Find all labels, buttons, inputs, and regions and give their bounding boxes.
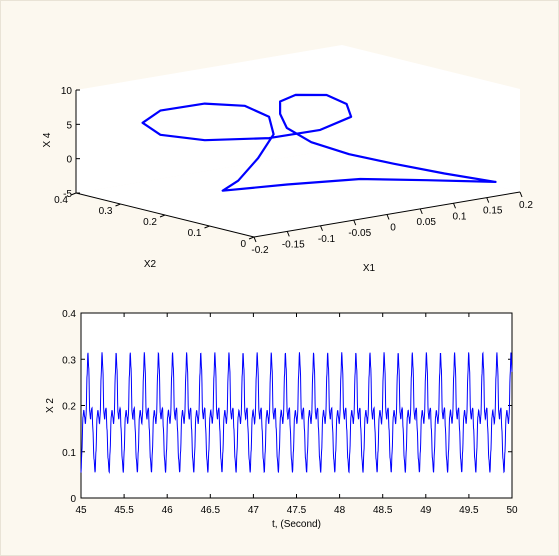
axes-floor [76, 148, 520, 237]
y-tick-label: 0.3 [99, 206, 113, 217]
x-tick-mark [453, 203, 456, 209]
axes-side-wall [342, 45, 520, 192]
y-tick-label: 0.1 [62, 448, 76, 459]
x-tick-mark [253, 236, 257, 243]
x-tick-label: 0.1 [453, 211, 467, 222]
x-tick-label: 49 [420, 505, 432, 516]
x-tick-label: 0 [390, 223, 396, 234]
x-tick-label: 46 [162, 505, 174, 516]
y-tick-label: 0.1 [188, 228, 202, 239]
y-tick-mark [115, 203, 121, 207]
x2-time-series-line [80, 351, 513, 474]
x-tick-label: 48.5 [373, 505, 393, 516]
x-tick-mark [320, 225, 323, 231]
y-tick-label: 0.2 [62, 402, 76, 413]
y-axis-label: X2 [144, 259, 157, 270]
z-axis-label: X 4 [42, 132, 53, 147]
z-tick-label: 5 [66, 120, 72, 131]
y-tick-mark [159, 214, 166, 218]
y-tick-label: 0.2 [143, 217, 157, 228]
x-tick-mark [486, 197, 490, 203]
x-tick-label: -0.2 [251, 245, 269, 256]
x-tick-label: 0.2 [519, 200, 533, 211]
x-axis-label: X1 [363, 263, 376, 274]
axes-back-wall [76, 45, 342, 193]
y-tick-label: 0.3 [62, 355, 76, 366]
plot-area [80, 312, 513, 499]
y-tick-mark [204, 225, 210, 229]
y-tick-label: 0.4 [62, 309, 76, 320]
x-tick-label: -0.05 [348, 228, 371, 239]
y-tick-label: 0 [70, 494, 76, 505]
x-tick-mark [286, 231, 290, 237]
trajectory-line [141, 93, 497, 192]
x-tick-label: 50 [506, 505, 518, 516]
x-tick-label: 47.5 [287, 505, 307, 516]
x-tick-label: -0.15 [282, 239, 305, 250]
z-tick-label: 0 [66, 155, 72, 166]
z-tick-label: 10 [61, 86, 73, 97]
y-tick-mark [248, 236, 255, 240]
x-tick-label: 49.5 [459, 505, 479, 516]
x-tick-label: 48 [334, 505, 346, 516]
z-tick-label: -5 [63, 189, 72, 200]
x-tick-label: 45.5 [114, 505, 134, 516]
x-tick-label: 46.5 [201, 505, 221, 516]
x-tick-mark [419, 208, 423, 215]
x-tick-label: 0.15 [483, 206, 503, 217]
x-tick-mark [386, 214, 390, 220]
x-axis-label: t, (Second) [272, 519, 321, 530]
x-tick-label: -0.1 [318, 234, 336, 245]
y-axis-label: X 2 [45, 398, 56, 413]
x-tick-mark [519, 191, 523, 198]
x-tick-label: 45 [75, 505, 87, 516]
x-tick-mark [353, 219, 357, 226]
x-tick-label: 0.05 [417, 217, 437, 228]
y-tick-label: 0.4 [54, 195, 68, 206]
x-tick-label: 47 [248, 505, 260, 516]
y-tick-label: 0 [240, 239, 246, 250]
y-tick-mark [70, 192, 77, 196]
